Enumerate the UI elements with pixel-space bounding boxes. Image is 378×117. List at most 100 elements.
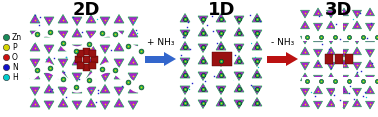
Polygon shape [128, 29, 138, 37]
Polygon shape [339, 23, 349, 31]
Polygon shape [216, 30, 226, 38]
Polygon shape [327, 36, 336, 44]
Polygon shape [366, 49, 375, 57]
Polygon shape [252, 58, 262, 66]
Polygon shape [86, 59, 96, 68]
Polygon shape [58, 87, 68, 95]
Text: O: O [12, 53, 18, 62]
Polygon shape [72, 29, 82, 37]
Polygon shape [353, 73, 361, 81]
Polygon shape [327, 47, 336, 55]
Polygon shape [180, 30, 190, 38]
Polygon shape [216, 69, 226, 78]
Polygon shape [301, 47, 310, 55]
Polygon shape [301, 62, 310, 70]
Text: 2D: 2D [73, 1, 100, 19]
Polygon shape [353, 47, 361, 55]
Polygon shape [301, 99, 310, 107]
Polygon shape [313, 8, 322, 16]
Polygon shape [301, 21, 310, 29]
Polygon shape [180, 86, 190, 95]
Polygon shape [180, 69, 190, 78]
Bar [335, 11, 343, 107]
Polygon shape [198, 100, 208, 108]
Polygon shape [313, 34, 322, 42]
Bar [77, 49, 84, 57]
Polygon shape [44, 29, 54, 37]
Polygon shape [366, 75, 375, 83]
Polygon shape [72, 101, 82, 110]
Polygon shape [198, 55, 208, 64]
Polygon shape [234, 44, 244, 53]
Polygon shape [198, 27, 208, 36]
Polygon shape [366, 101, 375, 109]
Text: - NH₃: - NH₃ [271, 38, 294, 47]
Bar [89, 62, 96, 68]
Polygon shape [339, 49, 349, 57]
Polygon shape [30, 87, 40, 95]
Polygon shape [30, 59, 40, 68]
Text: Zn: Zn [12, 33, 22, 42]
Polygon shape [301, 36, 310, 44]
Bar [325, 54, 333, 64]
Polygon shape [100, 73, 110, 82]
Polygon shape [30, 71, 40, 79]
Polygon shape [58, 59, 68, 68]
Polygon shape [100, 29, 110, 37]
Polygon shape [114, 99, 124, 107]
Text: P: P [12, 42, 17, 51]
Polygon shape [339, 34, 349, 42]
Polygon shape [86, 99, 96, 107]
Polygon shape [366, 60, 375, 68]
Polygon shape [366, 8, 375, 16]
Polygon shape [366, 23, 375, 31]
Polygon shape [327, 99, 336, 107]
Polygon shape [114, 42, 124, 51]
Polygon shape [44, 73, 54, 82]
Bar [89, 49, 96, 57]
Polygon shape [353, 21, 361, 29]
Polygon shape [30, 42, 40, 51]
Bar [335, 54, 343, 64]
Polygon shape [72, 17, 82, 26]
Polygon shape [114, 71, 124, 79]
Bar [345, 54, 353, 64]
Polygon shape [198, 84, 208, 92]
Polygon shape [30, 31, 40, 40]
Polygon shape [114, 31, 124, 40]
Polygon shape [30, 99, 40, 107]
Polygon shape [327, 73, 336, 81]
Polygon shape [72, 84, 82, 93]
Polygon shape [313, 60, 322, 68]
Polygon shape [114, 15, 124, 23]
Polygon shape [100, 101, 110, 110]
Polygon shape [58, 71, 68, 79]
Text: 1D: 1D [208, 1, 235, 19]
Bar [302, 77, 376, 85]
Polygon shape [313, 86, 322, 94]
Bar [267, 55, 286, 62]
Polygon shape [301, 88, 310, 96]
Polygon shape [180, 58, 190, 66]
Polygon shape [128, 101, 138, 110]
Bar [30, 9, 143, 109]
Bar [145, 55, 164, 62]
Polygon shape [252, 30, 262, 38]
Polygon shape [86, 71, 96, 79]
Polygon shape [86, 15, 96, 23]
Polygon shape [100, 45, 110, 53]
Bar [227, 11, 233, 107]
Polygon shape [114, 87, 124, 95]
Bar [83, 48, 90, 55]
Polygon shape [313, 75, 322, 83]
Polygon shape [252, 13, 262, 22]
Polygon shape [198, 16, 208, 24]
Polygon shape [327, 21, 336, 29]
Bar [83, 55, 90, 62]
Polygon shape [128, 57, 138, 65]
Polygon shape [100, 17, 110, 26]
Polygon shape [366, 34, 375, 42]
Bar [209, 11, 215, 107]
Polygon shape [327, 10, 336, 18]
Bar [75, 55, 82, 62]
